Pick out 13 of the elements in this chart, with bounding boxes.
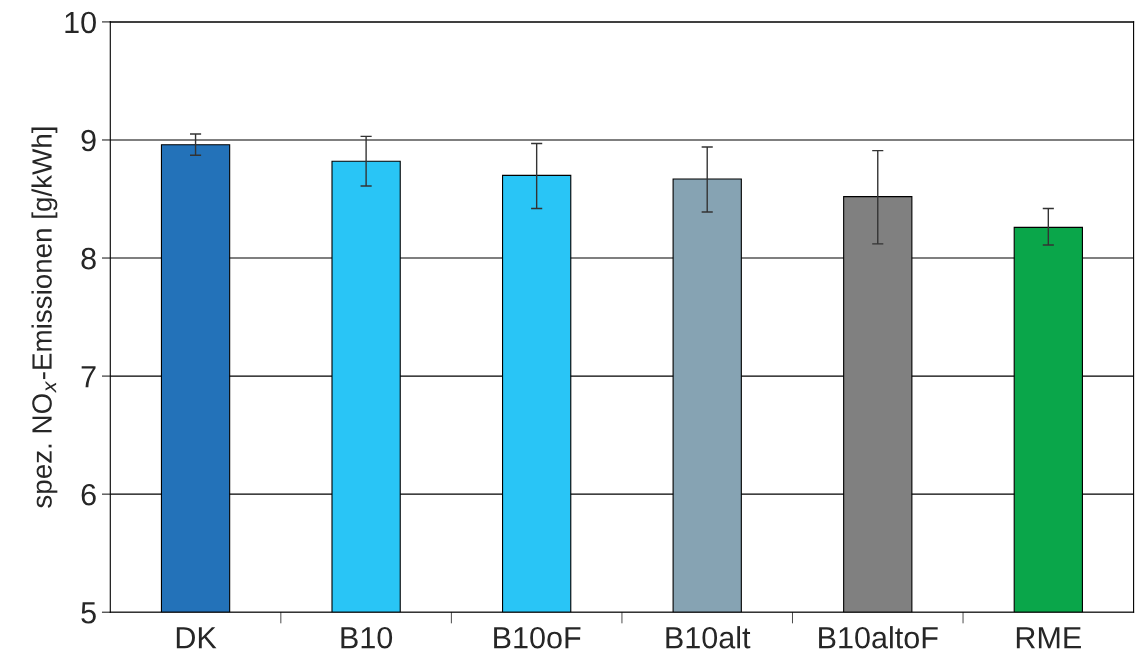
y-tick-label: 8 [81,247,96,270]
x-tick-label: DK [176,627,217,649]
y-tick-label: 5 [81,602,96,624]
y-axis-title: spez. NO$_{x}$-Emissionen [g/kWh] [31,127,58,508]
x-tick-label: B10altoF [819,626,938,649]
y-tick-label: 10 [65,11,96,34]
y-tick-label: 6 [81,483,96,506]
x-tick-label: B10alt [666,626,751,649]
y-tick-label: 7 [81,366,96,388]
x-tick-label: B10 [341,626,393,649]
x-tick-label: B10oF [494,626,581,649]
y-tick-label: 9 [81,129,96,152]
x-tick-label: RME [1016,627,1081,649]
